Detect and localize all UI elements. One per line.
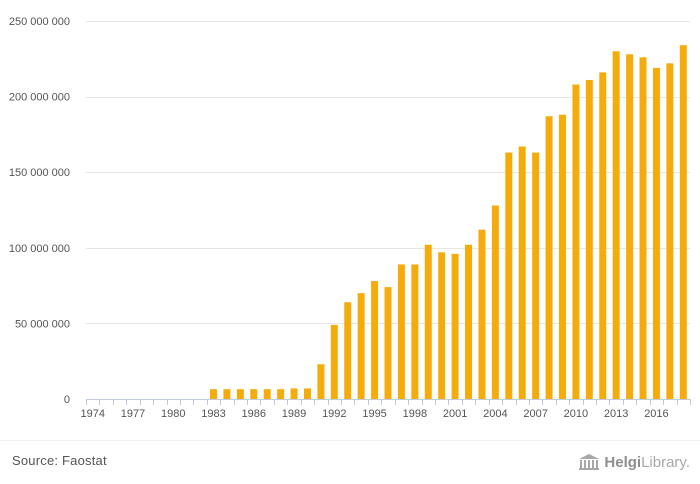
bar-1988: [277, 389, 285, 399]
chart-footer: Source: Faostat HelgiLibrary.: [0, 440, 700, 484]
source-label: Source: Faostat: [12, 453, 107, 468]
bar-2013: [612, 51, 620, 400]
y-tick-label: 0: [64, 394, 70, 406]
x-tick-label: 1974: [80, 408, 104, 420]
x-tick-label: 2004: [483, 408, 507, 420]
bar-chart: 0 50 000 000 100 000 000 150 000 000 200 000…: [9, 16, 691, 420]
x-tick-label: 1989: [282, 408, 306, 420]
bar-1999: [424, 244, 432, 399]
bar-1998: [411, 264, 419, 399]
x-tick-label: 2007: [523, 408, 547, 420]
bar-1992: [330, 324, 338, 399]
bar-2009: [558, 114, 566, 399]
helgi-library-logo[interactable]: HelgiLibrary.: [578, 449, 690, 475]
bar-1994: [357, 293, 365, 399]
x-tick-label: 2001: [443, 408, 467, 420]
bar-1990: [303, 388, 311, 399]
bar-2006: [518, 146, 526, 399]
x-tick-label: 1983: [201, 408, 225, 420]
bar-2003: [478, 229, 486, 399]
y-tick-label: 150 000 000: [9, 167, 70, 179]
bar-1993: [344, 302, 352, 399]
bar-2016: [652, 67, 660, 399]
brand-name-light: Library: [641, 453, 686, 471]
bar-1985: [236, 389, 244, 399]
bar-1989: [290, 388, 298, 399]
brand-name: HelgiLibrary.: [604, 454, 690, 471]
brand-dot: .: [685, 453, 690, 471]
bar-1986: [250, 389, 258, 399]
x-tick-label: 2016: [644, 408, 668, 420]
bar-1987: [263, 389, 271, 399]
y-tick-label: 50 000 000: [15, 318, 70, 330]
bar-2005: [505, 152, 513, 399]
x-tick-labels: 1974 1977 1980 1983 1986 1989 1992 1995 1998 2001…: [80, 408, 668, 420]
x-tick-label: 1980: [161, 408, 185, 420]
bar-1984: [223, 389, 231, 399]
bar-2015: [639, 57, 647, 400]
y-tick-labels: 0 50 000 000 100 000 000 150 000 000 200 000…: [9, 16, 70, 406]
x-tick-label: 1977: [121, 408, 145, 420]
x-axis: [86, 399, 691, 405]
y-tick-label: 200 000 000: [9, 92, 70, 104]
bar-1983: [210, 389, 218, 399]
x-tick-label: 1992: [322, 408, 346, 420]
x-tick-label: 2013: [604, 408, 628, 420]
bar-2014: [626, 54, 634, 399]
bar-2007: [532, 152, 540, 399]
bar-2008: [545, 116, 553, 400]
bar-1996: [384, 287, 392, 399]
bar-2012: [599, 72, 607, 400]
bar-2002: [465, 244, 473, 399]
bar-2004: [491, 205, 499, 399]
x-tick-label: 2010: [564, 408, 588, 420]
x-tick-label: 1998: [403, 408, 427, 420]
x-tick-label: 1995: [362, 408, 386, 420]
y-tick-label: 100 000 000: [9, 243, 70, 255]
bar-1995: [371, 281, 379, 399]
bars: [210, 45, 687, 400]
library-building-icon: [578, 453, 600, 471]
bar-2011: [585, 79, 593, 399]
bar-2001: [451, 253, 459, 399]
bar-2017: [666, 63, 674, 399]
bar-2000: [438, 252, 446, 399]
bar-1991: [317, 364, 325, 399]
y-tick-label: 250 000 000: [9, 16, 70, 28]
brand-name-bold: Helgi: [604, 453, 642, 471]
bar-1997: [397, 264, 405, 399]
x-tick-label: 1986: [242, 408, 266, 420]
bar-2010: [572, 84, 580, 399]
bar-2018: [679, 45, 687, 399]
